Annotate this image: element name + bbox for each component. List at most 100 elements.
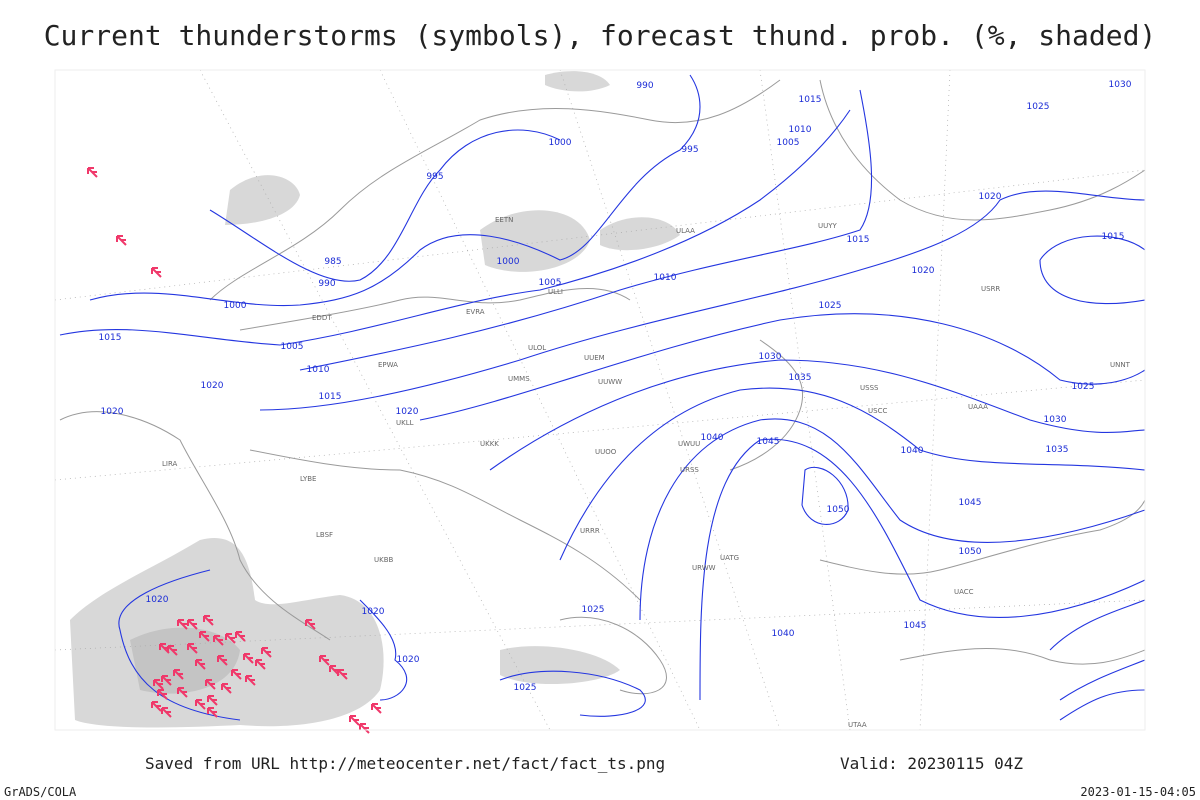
isobar-label: 1040 bbox=[701, 433, 724, 443]
station-code: ULOL bbox=[528, 344, 546, 352]
station-code: UMMS bbox=[508, 375, 530, 383]
station-code: LIRA bbox=[162, 460, 178, 468]
station-code: UKKK bbox=[480, 440, 499, 448]
isobar-label: 1020 bbox=[397, 655, 420, 665]
isobar-label: 1015 bbox=[847, 235, 870, 245]
isobar-label: 1040 bbox=[772, 629, 795, 639]
isobar-label: 1030 bbox=[1109, 80, 1132, 90]
storm-symbol bbox=[371, 703, 382, 714]
isobar-label: 1000 bbox=[224, 301, 247, 311]
storm-symbol bbox=[245, 675, 256, 686]
isobar-label: 995 bbox=[681, 145, 698, 155]
storm-symbol bbox=[337, 669, 348, 680]
storm-symbol bbox=[319, 655, 330, 666]
isobar-label: 1045 bbox=[959, 498, 982, 508]
isobar-label: 1025 bbox=[819, 301, 842, 311]
storm-symbol bbox=[207, 695, 218, 706]
storm-symbol bbox=[231, 669, 242, 680]
storm-symbol bbox=[261, 647, 272, 658]
storm-symbol bbox=[213, 635, 224, 646]
isobar-label: 995 bbox=[426, 172, 443, 182]
storm-symbol bbox=[205, 679, 216, 690]
source-url: Saved from URL http://meteocenter.net/fa… bbox=[145, 754, 665, 773]
storm-symbols bbox=[87, 167, 382, 734]
shading bbox=[70, 71, 680, 728]
isobar-label: 1020 bbox=[396, 407, 419, 417]
storm-symbol bbox=[151, 267, 162, 278]
shading-dark bbox=[130, 627, 240, 694]
storm-symbol bbox=[349, 715, 360, 726]
station-code: UUWW bbox=[598, 378, 622, 386]
storm-symbol bbox=[177, 619, 188, 630]
station-code: USSS bbox=[860, 384, 879, 392]
storm-symbol bbox=[203, 615, 214, 626]
isobar-label: 1020 bbox=[912, 266, 935, 276]
storm-symbol bbox=[359, 723, 370, 734]
station-code: EPWA bbox=[378, 361, 398, 369]
station-code: ULLI bbox=[548, 288, 563, 296]
isobar-label: 1005 bbox=[539, 278, 562, 288]
storm-symbol bbox=[177, 687, 188, 698]
isobar-label: 1000 bbox=[497, 257, 520, 267]
storm-symbol bbox=[199, 631, 210, 642]
isobar-label: 1020 bbox=[146, 595, 169, 605]
storm-symbol bbox=[161, 675, 172, 686]
storm-symbol bbox=[225, 633, 236, 644]
storm-symbol bbox=[217, 655, 228, 666]
storm-symbol bbox=[173, 669, 184, 680]
station-code: UWUU bbox=[678, 440, 700, 448]
storm-symbol bbox=[151, 701, 162, 712]
station-code: UATG bbox=[720, 554, 739, 562]
storm-symbol bbox=[195, 659, 206, 670]
storm-symbol bbox=[255, 659, 266, 670]
isobar-label: 1005 bbox=[281, 342, 304, 352]
software: GrADS/COLA bbox=[4, 785, 77, 799]
station-code: ULAA bbox=[676, 227, 695, 235]
isobar-label: 1030 bbox=[1044, 415, 1067, 425]
map-frame bbox=[54, 69, 1146, 731]
isobar-label: 1020 bbox=[979, 192, 1002, 202]
isobar-label: 1020 bbox=[201, 381, 224, 391]
title: Current thunderstorms (symbols), forecas… bbox=[44, 19, 1157, 52]
station-code: UTAA bbox=[848, 721, 867, 729]
valid-time: Valid: 20230115 04Z bbox=[840, 754, 1023, 773]
isobar-label: 1030 bbox=[759, 352, 782, 362]
station-code: UKBB bbox=[374, 556, 394, 564]
isobar-label: 990 bbox=[636, 81, 653, 91]
isobar-label: 1025 bbox=[1027, 102, 1050, 112]
isobar-label: 1015 bbox=[319, 392, 342, 402]
isobar-label: 1035 bbox=[1046, 445, 1069, 455]
station-code: UNNT bbox=[1110, 361, 1131, 369]
isobar-label: 1050 bbox=[827, 505, 850, 515]
station-code: URSS bbox=[680, 466, 699, 474]
isobar-label: 1020 bbox=[362, 607, 385, 617]
storm-symbol bbox=[161, 707, 172, 718]
storm-symbol bbox=[305, 619, 316, 630]
coastlines bbox=[59, 79, 1146, 695]
storm-symbol bbox=[153, 679, 164, 690]
storm-symbol bbox=[157, 689, 168, 700]
station-code: USRR bbox=[981, 285, 1000, 293]
storm-symbol bbox=[167, 645, 178, 656]
isobar-label: 1045 bbox=[757, 437, 780, 447]
station-code: EDDT bbox=[312, 314, 332, 322]
storm-symbol bbox=[116, 235, 127, 246]
station-code: EVRA bbox=[466, 308, 485, 316]
isobar-label: 990 bbox=[318, 279, 335, 289]
station-code: URRR bbox=[580, 527, 600, 535]
station-code: UKLL bbox=[396, 419, 414, 427]
station-code: EETN bbox=[495, 216, 513, 224]
station-code: UACC bbox=[954, 588, 974, 596]
station-code: UUYY bbox=[818, 222, 838, 230]
station-code: LYBE bbox=[300, 475, 316, 483]
isobar-label: 1010 bbox=[789, 125, 812, 135]
isobar-label: 1040 bbox=[901, 446, 924, 456]
isobar-label: 1045 bbox=[904, 621, 927, 631]
map-area: 990 995 1000 995 985 990 1000 1000 1005 1010 1015 1… bbox=[54, 69, 1146, 734]
isobar-label: 1015 bbox=[1102, 232, 1125, 242]
isobar-label: 1010 bbox=[307, 365, 330, 375]
station-code: URWW bbox=[692, 564, 716, 572]
isobar-label: 1015 bbox=[799, 95, 822, 105]
station-code: UUEM bbox=[584, 354, 605, 362]
